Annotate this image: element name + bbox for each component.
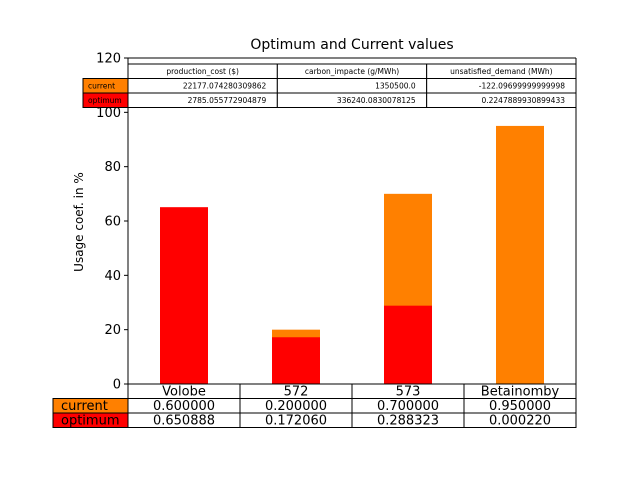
y-tick-label-5: 100 — [96, 106, 121, 121]
top-table-value-optimum-1: 336240.0830078125 — [337, 96, 416, 105]
top-table-header-1: carbon_impacte (g/MWh) — [305, 67, 399, 76]
bottom-table-value-current-0: 0.600000 — [153, 399, 215, 414]
top-table-value-optimum-2: 0.2247889930899433 — [481, 96, 565, 105]
y-axis-label: Usage coef. in % — [72, 172, 86, 272]
top-table-row-label-optimum: optimum — [88, 96, 122, 105]
top-summary-table: production_cost ($) carbon_impacte (g/MWh… — [82, 63, 577, 108]
top-table-cell-optimum-2 — [426, 92, 577, 108]
top-table-value-current-1: 1350500.0 — [375, 82, 416, 91]
chart-title: Optimum and Current values — [250, 37, 453, 53]
category-label-0: Volobe — [162, 385, 206, 400]
bottom-table-row-label-current: current — [61, 399, 108, 414]
bar-optimum-2 — [384, 305, 432, 384]
category-label-1: 572 — [284, 385, 309, 400]
top-table-value-current-2: -122.09699999999998 — [479, 82, 565, 91]
top-table-header-0: production_cost ($) — [166, 67, 239, 76]
bottom-values-table: Volobe 572 573 Betainomby current 0.600000 0.2… — [52, 383, 577, 429]
y-tick-label-1: 20 — [104, 323, 121, 338]
y-tick-label-6: 120 — [96, 52, 121, 67]
bottom-table-row-label-optimum: optimum — [61, 414, 119, 429]
bottom-table-value-current-1: 0.200000 — [265, 399, 327, 414]
category-label-2: 573 — [396, 385, 421, 400]
bottom-table-value-current-3: 0.950000 — [489, 399, 551, 414]
top-table-value-current-0: 22177.074280309862 — [183, 82, 267, 91]
bottom-table-value-optimum-1: 0.172060 — [265, 414, 327, 429]
y-tick-label-4: 80 — [104, 160, 121, 175]
top-table-row-label-current: current — [88, 82, 115, 91]
y-tick-label-3: 60 — [104, 215, 121, 230]
bar-optimum-0 — [160, 207, 208, 384]
top-table-header-2: unsatisfied_demand (MWh) — [450, 67, 553, 76]
category-label-3: Betainomby — [481, 385, 560, 400]
bottom-table-cell-optimum-3 — [463, 412, 577, 428]
bar-optimum-1 — [272, 337, 320, 384]
bar-current-3 — [496, 125, 544, 385]
bottom-table-value-optimum-2: 0.288323 — [377, 414, 439, 429]
bottom-table-value-optimum-0: 0.650888 — [153, 414, 215, 429]
bottom-table-value-optimum-3: 0.000220 — [489, 414, 551, 429]
y-tick-label-2: 40 — [104, 269, 121, 284]
bars-layer — [160, 125, 544, 385]
y-tick-label-0: 0 — [113, 378, 121, 393]
bottom-table-value-current-2: 0.700000 — [377, 399, 439, 414]
top-table-value-optimum-0: 2785.055772904879 — [188, 96, 267, 105]
